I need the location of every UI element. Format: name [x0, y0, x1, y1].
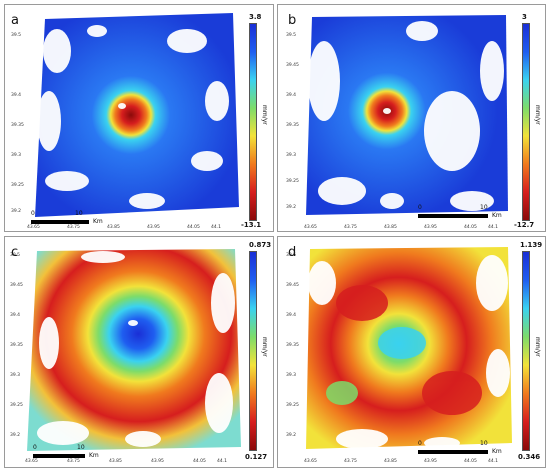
x-tick: 44.05 — [464, 459, 477, 464]
x-tick: 44.05 — [187, 225, 200, 230]
scale-unit: Km — [89, 452, 99, 459]
scale-bar-block — [418, 450, 488, 454]
y-tick: 39.3 — [11, 153, 22, 158]
colorbar — [249, 23, 257, 221]
colorbar-min-label: 0.346 — [518, 453, 541, 461]
colorbar-unit: mm/yr — [261, 337, 268, 357]
scale-end: 10 — [75, 210, 83, 217]
scale-start: 0 — [418, 204, 422, 211]
y-tick: 39.2 — [286, 433, 297, 438]
colorbar-unit: mm/yr — [534, 105, 541, 125]
panel-d: d 1.139 mm/yr 0.346 0 10 Km 39.5 39.45 3… — [277, 236, 546, 468]
scale-bar: 0 10 Km — [418, 204, 513, 219]
x-tick: 43.65 — [27, 225, 40, 230]
x-tick: 43.95 — [424, 459, 437, 464]
x-tick: 44.05 — [193, 459, 206, 464]
y-tick: 39.3 — [286, 373, 297, 378]
x-tick: 43.75 — [344, 459, 357, 464]
y-tick: 39.45 — [286, 63, 299, 68]
panel-b: b 3 mm/yr -12.7 0 10 Km 39.5 39.45 39.4 … — [277, 4, 546, 232]
colorbar-unit: mm/yr — [261, 105, 268, 125]
panel-c: c 0.873 mm/yr 0.127 0 10 Km 39.5 39.45 3… — [4, 236, 274, 468]
map-b — [302, 11, 514, 221]
x-tick: 43.85 — [384, 459, 397, 464]
colorbar-min-label: 0.127 — [245, 453, 268, 461]
y-tick: 39.3 — [286, 153, 297, 158]
panel-letter: a — [11, 13, 19, 28]
y-tick: 39.35 — [11, 123, 24, 128]
scale-bar-block — [31, 220, 89, 224]
y-tick: 39.5 — [286, 253, 297, 258]
y-tick: 39.35 — [286, 343, 299, 348]
map-a — [27, 11, 241, 221]
x-tick: 43.95 — [151, 459, 164, 464]
colorbar-max-label: 0.873 — [249, 241, 272, 249]
x-tick: 44.1 — [211, 225, 222, 230]
y-tick: 39.25 — [286, 179, 299, 184]
scale-unit: Km — [492, 212, 502, 219]
scale-end: 10 — [480, 440, 488, 447]
y-tick: 39.4 — [286, 313, 297, 318]
colorbar — [522, 23, 530, 221]
scale-end: 10 — [77, 444, 85, 451]
panel-letter: d — [288, 245, 297, 260]
panel-letter: c — [11, 245, 19, 260]
scale-end: 10 — [480, 204, 488, 211]
scale-bar: 0 10 Km — [33, 444, 123, 459]
y-tick: 39.35 — [10, 343, 23, 348]
x-tick: 43.75 — [344, 225, 357, 230]
y-tick: 39.3 — [10, 373, 21, 378]
map-d — [302, 243, 516, 453]
x-tick: 43.85 — [384, 225, 397, 230]
scale-unit: Km — [93, 218, 103, 225]
colorbar — [249, 251, 257, 451]
y-tick: 39.45 — [10, 283, 23, 288]
x-tick: 43.65 — [25, 459, 38, 464]
y-tick: 39.5 — [11, 33, 22, 38]
colorbar-max-label: 1.139 — [520, 241, 543, 249]
scale-start: 0 — [33, 444, 37, 451]
colorbar-min-label: -13.1 — [241, 221, 262, 229]
x-tick: 44.1 — [217, 459, 228, 464]
x-tick: 43.75 — [67, 459, 80, 464]
x-tick: 43.95 — [147, 225, 160, 230]
x-tick: 43.85 — [107, 225, 120, 230]
y-tick: 39.25 — [286, 403, 299, 408]
y-tick: 39.4 — [286, 93, 297, 98]
y-tick: 39.2 — [286, 205, 297, 210]
scale-start: 0 — [31, 210, 35, 217]
y-tick: 39.4 — [11, 93, 22, 98]
scale-bar-block — [418, 214, 488, 218]
x-tick: 43.85 — [109, 459, 122, 464]
x-tick: 43.65 — [304, 459, 317, 464]
x-tick: 43.65 — [304, 225, 317, 230]
scale-start: 0 — [418, 440, 422, 447]
map-c — [23, 243, 245, 455]
y-tick: 39.45 — [286, 283, 299, 288]
x-tick: 44.05 — [464, 225, 477, 230]
x-tick: 43.75 — [67, 225, 80, 230]
y-tick: 39.2 — [11, 209, 22, 214]
colorbar — [522, 251, 530, 451]
y-tick: 39.5 — [286, 33, 297, 38]
panel-a: a 3.8 mm/yr -13.1 0 10 Km 39.5 39.4 39.3… — [4, 4, 274, 232]
x-tick: 43.95 — [424, 225, 437, 230]
y-tick: 39.4 — [10, 313, 21, 318]
colorbar-max-label: 3 — [522, 13, 527, 21]
x-tick: 44.1 — [488, 225, 499, 230]
scale-bar-block — [33, 454, 85, 458]
scale-bar: 0 10 Km — [418, 440, 513, 455]
y-tick: 39.25 — [10, 403, 23, 408]
colorbar-max-label: 3.8 — [249, 13, 262, 21]
y-tick: 39.25 — [11, 183, 24, 188]
colorbar-min-label: -12.7 — [514, 221, 535, 229]
x-tick: 44.1 — [488, 459, 499, 464]
scale-unit: Km — [492, 448, 502, 455]
colorbar-unit: mm/yr — [534, 337, 541, 357]
y-tick: 39.2 — [10, 433, 21, 438]
y-tick: 39.35 — [286, 123, 299, 128]
panel-letter: b — [288, 13, 297, 28]
y-tick: 39.5 — [10, 253, 21, 258]
scale-bar: 0 10 Km — [31, 210, 121, 225]
